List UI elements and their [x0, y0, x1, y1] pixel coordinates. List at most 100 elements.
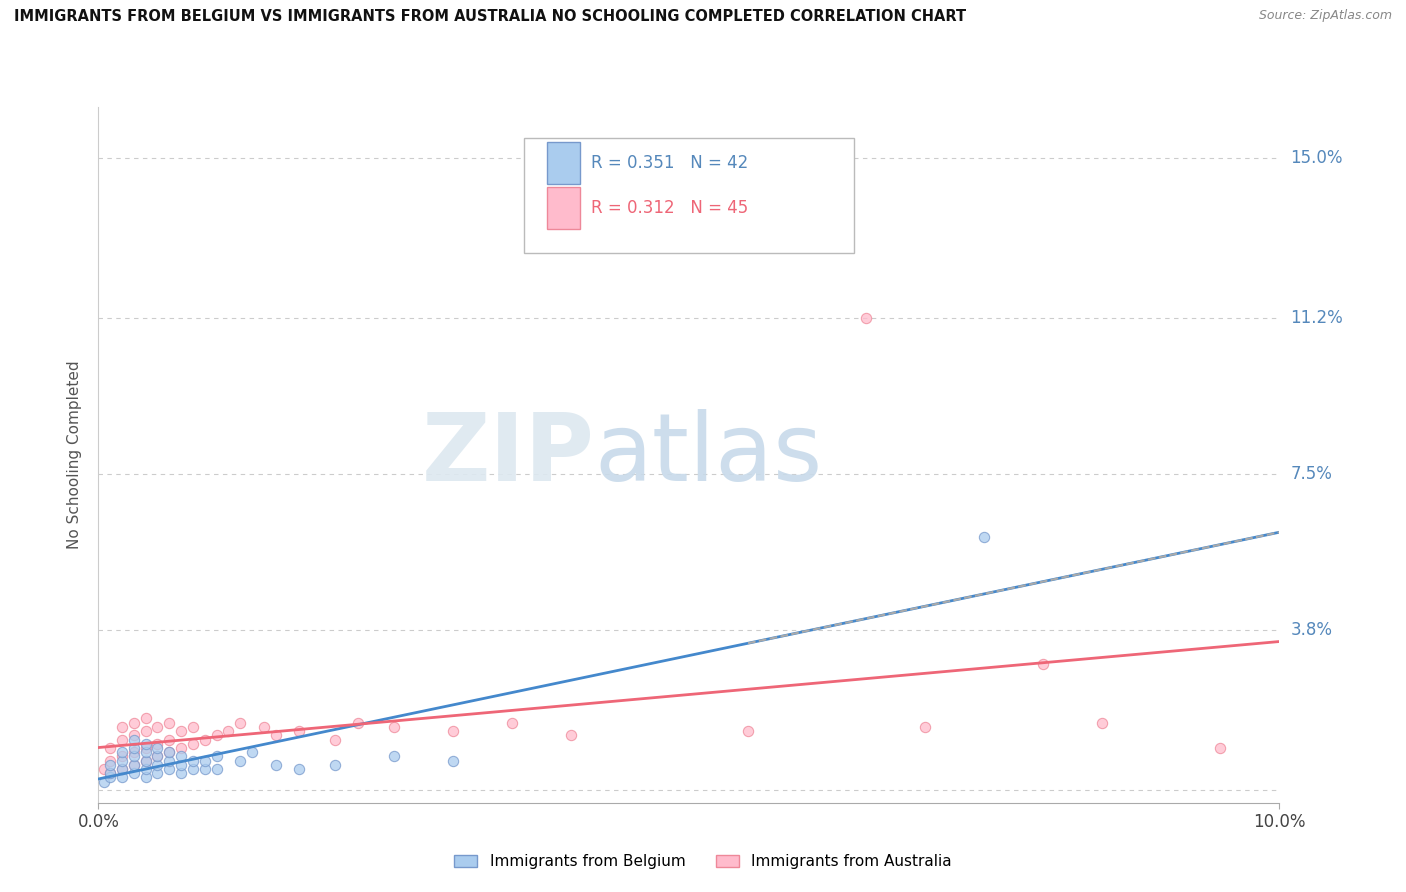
Point: [264, 728, 287, 742]
Point: [441, 754, 464, 768]
Point: [170, 757, 193, 772]
Point: [122, 728, 145, 742]
Point: [157, 732, 180, 747]
Point: [560, 728, 582, 742]
Point: [135, 724, 157, 739]
Point: [288, 762, 311, 776]
Point: [98, 757, 121, 772]
Point: [205, 762, 228, 776]
Text: ZIP: ZIP: [422, 409, 595, 501]
Point: [135, 711, 157, 725]
Point: [170, 724, 193, 739]
Point: [205, 749, 228, 764]
Point: [93, 774, 115, 789]
Point: [323, 732, 346, 747]
Point: [441, 724, 464, 739]
Text: 11.2%: 11.2%: [1291, 309, 1343, 326]
Point: [157, 745, 180, 759]
Point: [240, 745, 263, 759]
Point: [135, 737, 157, 751]
Point: [1209, 741, 1232, 756]
Point: [146, 749, 169, 764]
Point: [98, 754, 121, 768]
Text: 7.5%: 7.5%: [1291, 465, 1333, 483]
Point: [973, 530, 995, 544]
Point: [122, 741, 145, 756]
Point: [181, 762, 204, 776]
Point: [122, 749, 145, 764]
Point: [855, 310, 877, 325]
Point: [217, 724, 239, 739]
Point: [135, 754, 157, 768]
Point: [157, 762, 180, 776]
Point: [111, 732, 134, 747]
Point: [98, 741, 121, 756]
Point: [135, 771, 157, 785]
Point: [111, 720, 134, 734]
Point: [194, 754, 217, 768]
Point: [229, 715, 252, 730]
Point: [146, 766, 169, 780]
Point: [181, 720, 204, 734]
Point: [93, 762, 115, 776]
Point: [1032, 657, 1054, 671]
Point: [111, 745, 134, 759]
Point: [157, 745, 180, 759]
Point: [205, 728, 228, 742]
Point: [111, 771, 134, 785]
Point: [914, 720, 936, 734]
Point: [382, 749, 405, 764]
Point: [382, 720, 405, 734]
Point: [194, 732, 217, 747]
Legend: Immigrants from Belgium, Immigrants from Australia: Immigrants from Belgium, Immigrants from…: [449, 848, 957, 875]
Point: [98, 766, 121, 780]
Point: [111, 749, 134, 764]
Point: [146, 720, 169, 734]
Point: [111, 762, 134, 776]
Point: [111, 754, 134, 768]
Point: [135, 745, 157, 759]
Y-axis label: No Schooling Completed: No Schooling Completed: [67, 360, 83, 549]
Point: [122, 745, 145, 759]
Text: R = 0.312   N = 45: R = 0.312 N = 45: [591, 199, 748, 217]
Text: 15.0%: 15.0%: [1291, 149, 1343, 167]
Point: [253, 720, 276, 734]
Point: [181, 737, 204, 751]
Point: [1091, 715, 1114, 730]
Point: [323, 757, 346, 772]
Point: [264, 757, 287, 772]
Point: [170, 749, 193, 764]
Point: [146, 741, 169, 756]
Point: [146, 737, 169, 751]
Point: [501, 715, 523, 730]
Bar: [547, 187, 581, 228]
Point: [111, 762, 134, 776]
Text: Source: ZipAtlas.com: Source: ZipAtlas.com: [1258, 9, 1392, 22]
Point: [122, 715, 145, 730]
Bar: [547, 142, 581, 184]
Point: [122, 766, 145, 780]
Point: [737, 724, 759, 739]
Point: [122, 732, 145, 747]
Point: [98, 766, 121, 780]
Point: [170, 766, 193, 780]
Text: 3.8%: 3.8%: [1291, 621, 1333, 639]
Point: [157, 715, 180, 730]
Text: R = 0.351   N = 42: R = 0.351 N = 42: [591, 153, 748, 171]
Point: [146, 749, 169, 764]
Point: [122, 757, 145, 772]
Text: IMMIGRANTS FROM BELGIUM VS IMMIGRANTS FROM AUSTRALIA NO SCHOOLING COMPLETED CORR: IMMIGRANTS FROM BELGIUM VS IMMIGRANTS FR…: [14, 9, 966, 24]
Point: [288, 724, 311, 739]
Point: [157, 754, 180, 768]
Point: [194, 762, 217, 776]
Point: [135, 762, 157, 776]
Point: [229, 754, 252, 768]
Point: [122, 757, 145, 772]
FancyBboxPatch shape: [523, 138, 855, 253]
Text: atlas: atlas: [595, 409, 823, 501]
Point: [170, 741, 193, 756]
Point: [135, 754, 157, 768]
Point: [347, 715, 370, 730]
Point: [146, 757, 169, 772]
Point: [181, 754, 204, 768]
